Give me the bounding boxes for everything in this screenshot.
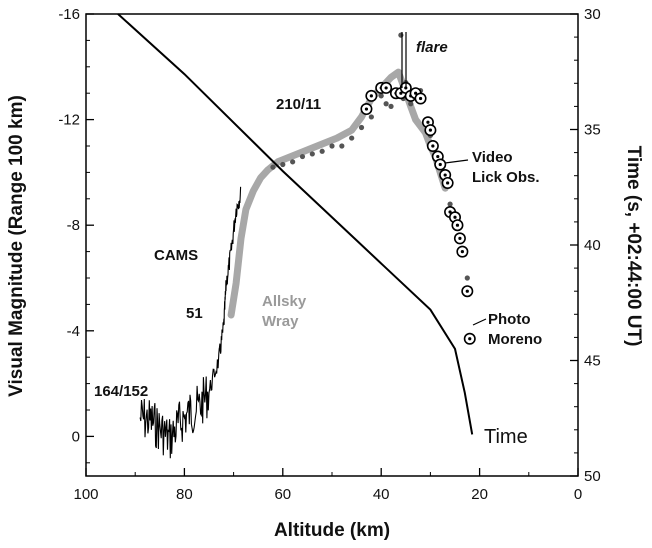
photo-data-point-center: [399, 91, 403, 95]
annotation-photo: Photo: [488, 311, 531, 328]
photo-data-point-center: [426, 120, 430, 124]
video-data-point: [299, 153, 306, 160]
photo-data-point-center: [448, 210, 452, 214]
bottom-axis: 100 80 60 40 20 0: [73, 468, 582, 503]
left-axis: -16 -12 -8 -4 0: [58, 6, 94, 464]
video-data-point: [290, 159, 296, 165]
cams-series-line: [139, 186, 242, 459]
photo-data-point-center: [384, 86, 388, 90]
video-data-point: [349, 135, 355, 141]
x-tick-label: 80: [176, 486, 193, 503]
video-data-point: [270, 164, 276, 170]
y-tick-label: -12: [58, 112, 80, 129]
y-tick-label: -16: [58, 6, 80, 23]
photo-data-point-center: [446, 181, 450, 185]
y2-axis-title: Time (s, +02:44:00 UT): [623, 146, 644, 347]
video-data-point: [280, 161, 286, 168]
allsky-series-line: [227, 68, 449, 319]
video-data-point: [464, 275, 470, 281]
y2-tick-label: 50: [584, 468, 601, 485]
video-data-point: [383, 101, 389, 107]
annotation-164-152: 164/152: [94, 383, 148, 400]
photo-data-point-center: [431, 144, 435, 148]
y-axis-title: Visual Magnitude (Range 100 km): [6, 95, 27, 397]
photo-data-point-center: [438, 162, 442, 167]
y2-tick-label: 45: [584, 353, 601, 370]
series-layer: [117, 13, 476, 459]
video-data-point: [388, 103, 394, 109]
y2-tick-label: 30: [584, 6, 601, 23]
x-tick-label: 100: [73, 486, 98, 503]
x-tick-label: 40: [373, 486, 390, 503]
plot-frame: [85, 13, 579, 477]
annotation-lick-obs: Lick Obs.: [472, 169, 540, 186]
photo-data-point-center: [369, 94, 373, 98]
photo-data-point-center: [453, 215, 457, 219]
annotation-210-11: 210/11: [276, 96, 321, 113]
photo-data-point-center: [468, 337, 472, 341]
annotation-allsky: Allsky: [262, 293, 307, 310]
photo-data-point-center: [364, 107, 369, 111]
y2-tick-label: 40: [584, 237, 601, 254]
photo-data-point-center: [458, 236, 462, 240]
video-data-point: [329, 143, 335, 149]
annotation-flare: flare: [416, 39, 448, 56]
video-data-point: [309, 151, 315, 157]
annotation-moreno: Moreno: [488, 331, 542, 348]
photo-data-point-center: [465, 289, 469, 293]
photo-data-point-center: [443, 173, 447, 177]
video-data-point: [358, 124, 365, 131]
video-data-point: [339, 143, 345, 149]
x-tick-label: 0: [574, 486, 582, 503]
annotation-time: Time: [484, 426, 528, 448]
x-tick-label: 60: [274, 486, 291, 503]
y-tick-label: -4: [67, 323, 80, 340]
y2-tick-label: 35: [584, 122, 601, 139]
annotation-51: 51: [186, 305, 203, 322]
photo-data-point-center: [428, 128, 432, 132]
video-data-point: [319, 148, 325, 154]
video-data-point: [447, 201, 453, 207]
y-tick-label: -8: [67, 217, 80, 234]
photo-data-point-center: [460, 250, 464, 254]
y-tick-label: 0: [72, 428, 80, 445]
photo-data-point-center: [414, 91, 418, 95]
annotation-wray: Wray: [262, 313, 299, 330]
annotation-cams: CAMS: [154, 247, 198, 264]
time-series-line: [117, 13, 474, 435]
photo-pointer-line: [472, 318, 487, 326]
video-data-point: [408, 101, 414, 107]
video-data-point: [378, 93, 384, 99]
annotation-video: Video: [472, 149, 513, 166]
x-axis-title: Altitude (km): [274, 520, 390, 541]
x-tick-label: 20: [471, 486, 488, 503]
photo-data-point-center: [455, 223, 460, 227]
video-data-point: [398, 32, 404, 38]
photo-data-point-center: [418, 96, 423, 101]
video-pointer-line: [444, 159, 469, 164]
right-axis: 30 35 40 45 50: [570, 6, 601, 485]
photo-data-point-center: [436, 154, 440, 159]
video-data-point: [368, 114, 374, 120]
